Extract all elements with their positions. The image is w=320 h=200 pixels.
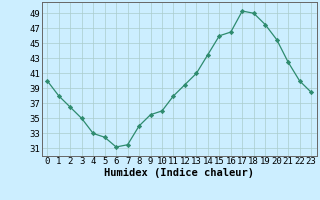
- X-axis label: Humidex (Indice chaleur): Humidex (Indice chaleur): [104, 168, 254, 178]
